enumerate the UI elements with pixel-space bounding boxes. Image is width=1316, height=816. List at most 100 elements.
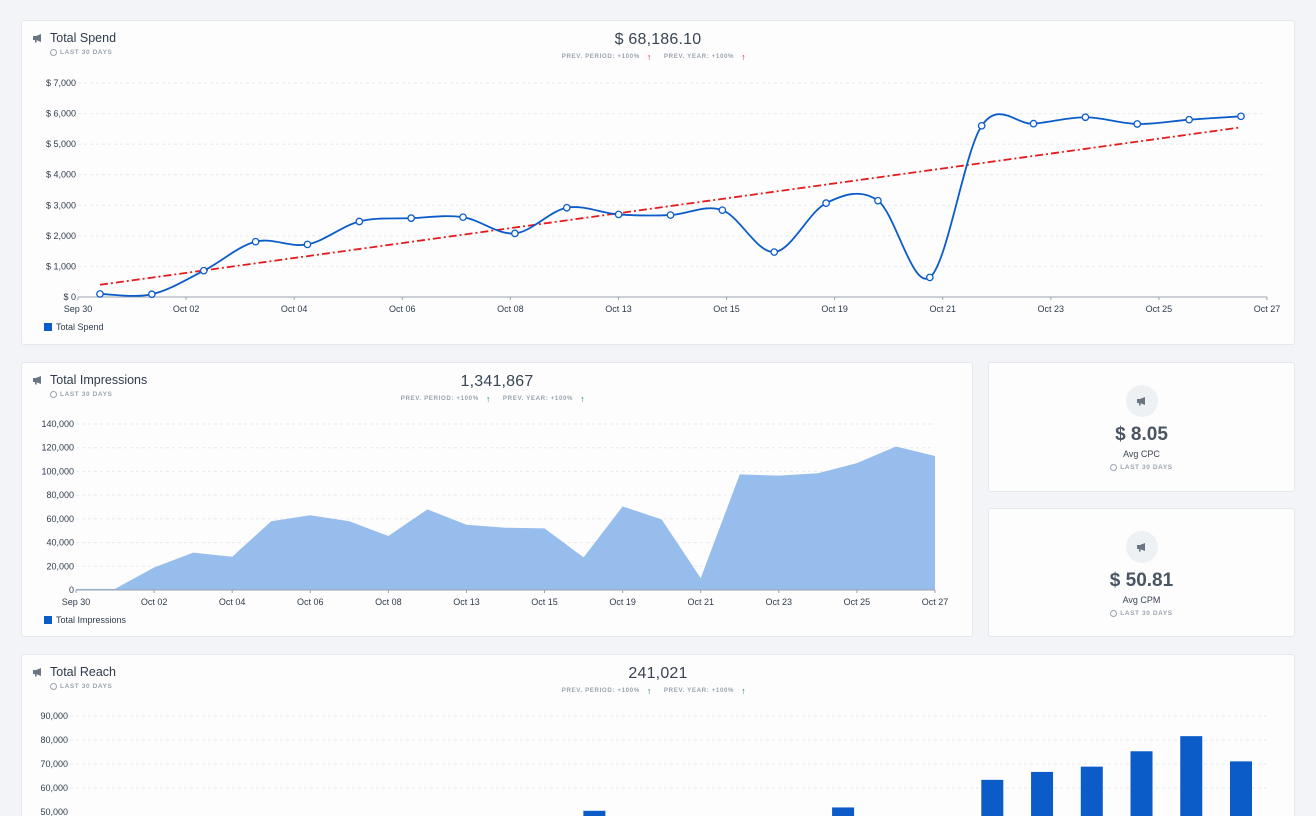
globe-icon — [1110, 610, 1118, 617]
y-tick-label: 100,000 — [41, 466, 74, 476]
y-tick-label: $ 2,000 — [46, 231, 76, 241]
data-point — [562, 203, 571, 212]
kpi-label: Avg CPC — [1123, 449, 1160, 459]
prev-period-label: PREV. PERIOD: +100% — [561, 687, 640, 694]
chart-legend[interactable]: Total Impressions — [44, 615, 126, 625]
card-header: Total Spend LAST 30 DAYS — [32, 31, 116, 56]
data-point — [770, 248, 779, 256]
data-point — [303, 240, 312, 249]
x-tick-label: Oct 02 — [141, 597, 168, 607]
bar — [1180, 736, 1203, 816]
data-point — [199, 266, 208, 275]
y-tick-label: 60,000 — [46, 514, 74, 524]
legend-swatch — [44, 323, 52, 331]
x-tick-label: Oct 25 — [1146, 304, 1173, 314]
y-tick-label: 40,000 — [46, 538, 74, 548]
prev-year-label: PREV. YEAR: +100% — [663, 687, 735, 694]
data-point — [148, 290, 156, 299]
prev-period-label: PREV. PERIOD: +100% — [400, 395, 479, 402]
bar — [583, 810, 606, 816]
x-tick-label: Oct 21 — [687, 597, 714, 607]
data-point — [666, 211, 675, 219]
arrow-up-icon: ↑ — [485, 393, 491, 404]
data-point — [718, 206, 727, 215]
y-tick-label: 90,000 — [40, 711, 68, 721]
x-tick-label: Sep 30 — [62, 597, 91, 607]
megaphone-icon — [33, 376, 41, 385]
total-reach-card: Total Reach LAST 30 DAYS 241,021 PREV. P… — [21, 654, 1295, 816]
megaphone-icon — [1125, 385, 1158, 417]
bar — [1130, 751, 1153, 816]
x-tick-label: Oct 08 — [375, 597, 402, 607]
x-tick-label: Oct 06 — [297, 597, 324, 607]
y-tick-label: 80,000 — [46, 490, 74, 500]
x-tick-label: Oct 13 — [453, 597, 480, 607]
total-value: $ 68,186.10 — [614, 31, 702, 48]
y-tick-label: $ 7,000 — [46, 78, 76, 88]
bar — [1080, 766, 1103, 816]
x-tick-label: Oct 08 — [497, 304, 524, 314]
x-tick-label: Oct 02 — [173, 304, 200, 314]
prev-period-label: PREV. PERIOD: +100% — [561, 53, 640, 60]
arrow-up-icon: ↑ — [580, 393, 586, 404]
card-header: Total Impressions LAST 30 DAYS — [32, 373, 147, 398]
globe-icon — [50, 683, 57, 690]
y-tick-label: 140,000 — [41, 419, 74, 429]
period-label: LAST 30 DAYS — [60, 391, 113, 398]
chart-legend[interactable]: Total Spend — [44, 322, 104, 332]
x-tick-label: Oct 21 — [929, 304, 956, 314]
data-point — [1081, 113, 1090, 122]
card-title: Total Spend — [50, 31, 117, 45]
summary: 1,341,867 PREV. PERIOD: +100% ↑ PREV. YEA… — [22, 373, 972, 404]
prev-year-label: PREV. YEAR: +100% — [502, 395, 574, 402]
data-point — [614, 210, 623, 219]
period-label: LAST 30 DAYS — [1120, 464, 1173, 471]
legend-label: Total Impressions — [56, 615, 127, 625]
x-tick-label: Oct 27 — [922, 597, 949, 607]
card-title: Total Impressions — [50, 373, 148, 387]
bar — [832, 807, 855, 816]
bar — [1230, 761, 1252, 816]
y-tick-label: $ 4,000 — [46, 170, 76, 180]
data-point — [251, 237, 260, 246]
x-tick-label: Oct 15 — [531, 597, 558, 607]
card-header: Total Reach LAST 30 DAYS — [32, 665, 116, 690]
x-tick-label: Oct 23 — [766, 597, 793, 607]
y-tick-label: $ 5,000 — [46, 139, 76, 149]
kpi-value: $ 50.81 — [1109, 570, 1174, 591]
card-title: Total Reach — [50, 665, 117, 679]
spend-line-chart: $ 0 $ 1,000 $ 2,000 $ 3,000 $ 4,000 $ 5,000 $ … — [46, 78, 1281, 314]
x-tick-label: Sep 30 — [64, 304, 93, 314]
y-tick-label: 60,000 — [40, 783, 68, 793]
period-label: LAST 30 DAYS — [60, 683, 113, 690]
arrow-up-icon: ↑ — [646, 51, 652, 62]
total-spend-card: Total Spend LAST 30 DAYS $ 68,186.10 PRE… — [21, 20, 1295, 345]
globe-icon — [50, 49, 57, 56]
impressions-area-chart: 0 20,000 40,000 60,000 80,000 100,000 120,000 1… — [41, 419, 949, 607]
legend-label: Total Spend — [56, 322, 104, 332]
data-point — [355, 217, 364, 226]
data-point — [1133, 120, 1142, 128]
summary: $ 68,186.10 PREV. PERIOD: +100% ↑ PREV. Y… — [22, 31, 1294, 62]
y-tick-label: 120,000 — [41, 443, 74, 453]
globe-icon — [1110, 464, 1118, 471]
data-point — [1185, 115, 1193, 124]
y-tick-label: $ 1,000 — [46, 261, 76, 271]
x-tick-label: Oct 27 — [1254, 304, 1281, 314]
avg-cpm-card: $ 50.81 Avg CPM LAST 30 DAYS — [988, 508, 1295, 637]
total-value: 1,341,867 — [460, 373, 534, 390]
summary: 241,021 PREV. PERIOD: +100% ↑ PREV. YEAR:… — [22, 665, 1294, 695]
data-point — [925, 273, 934, 282]
trend-line — [99, 126, 1242, 286]
period-label: LAST 30 DAYS — [1120, 610, 1173, 617]
arrow-up-icon: ↑ — [741, 51, 747, 62]
reach-bar-chart: 50,000 60,000 70,000 80,000 90,000 — [40, 711, 1267, 816]
bar — [1031, 771, 1054, 816]
x-tick-label: Oct 25 — [844, 597, 871, 607]
megaphone-icon — [33, 668, 41, 677]
x-tick-label: Oct 15 — [713, 304, 740, 314]
x-tick-label: Oct 04 — [219, 597, 246, 607]
y-tick-label: 80,000 — [40, 735, 68, 745]
series-area — [76, 446, 935, 590]
y-tick-label: 0 — [69, 585, 74, 595]
